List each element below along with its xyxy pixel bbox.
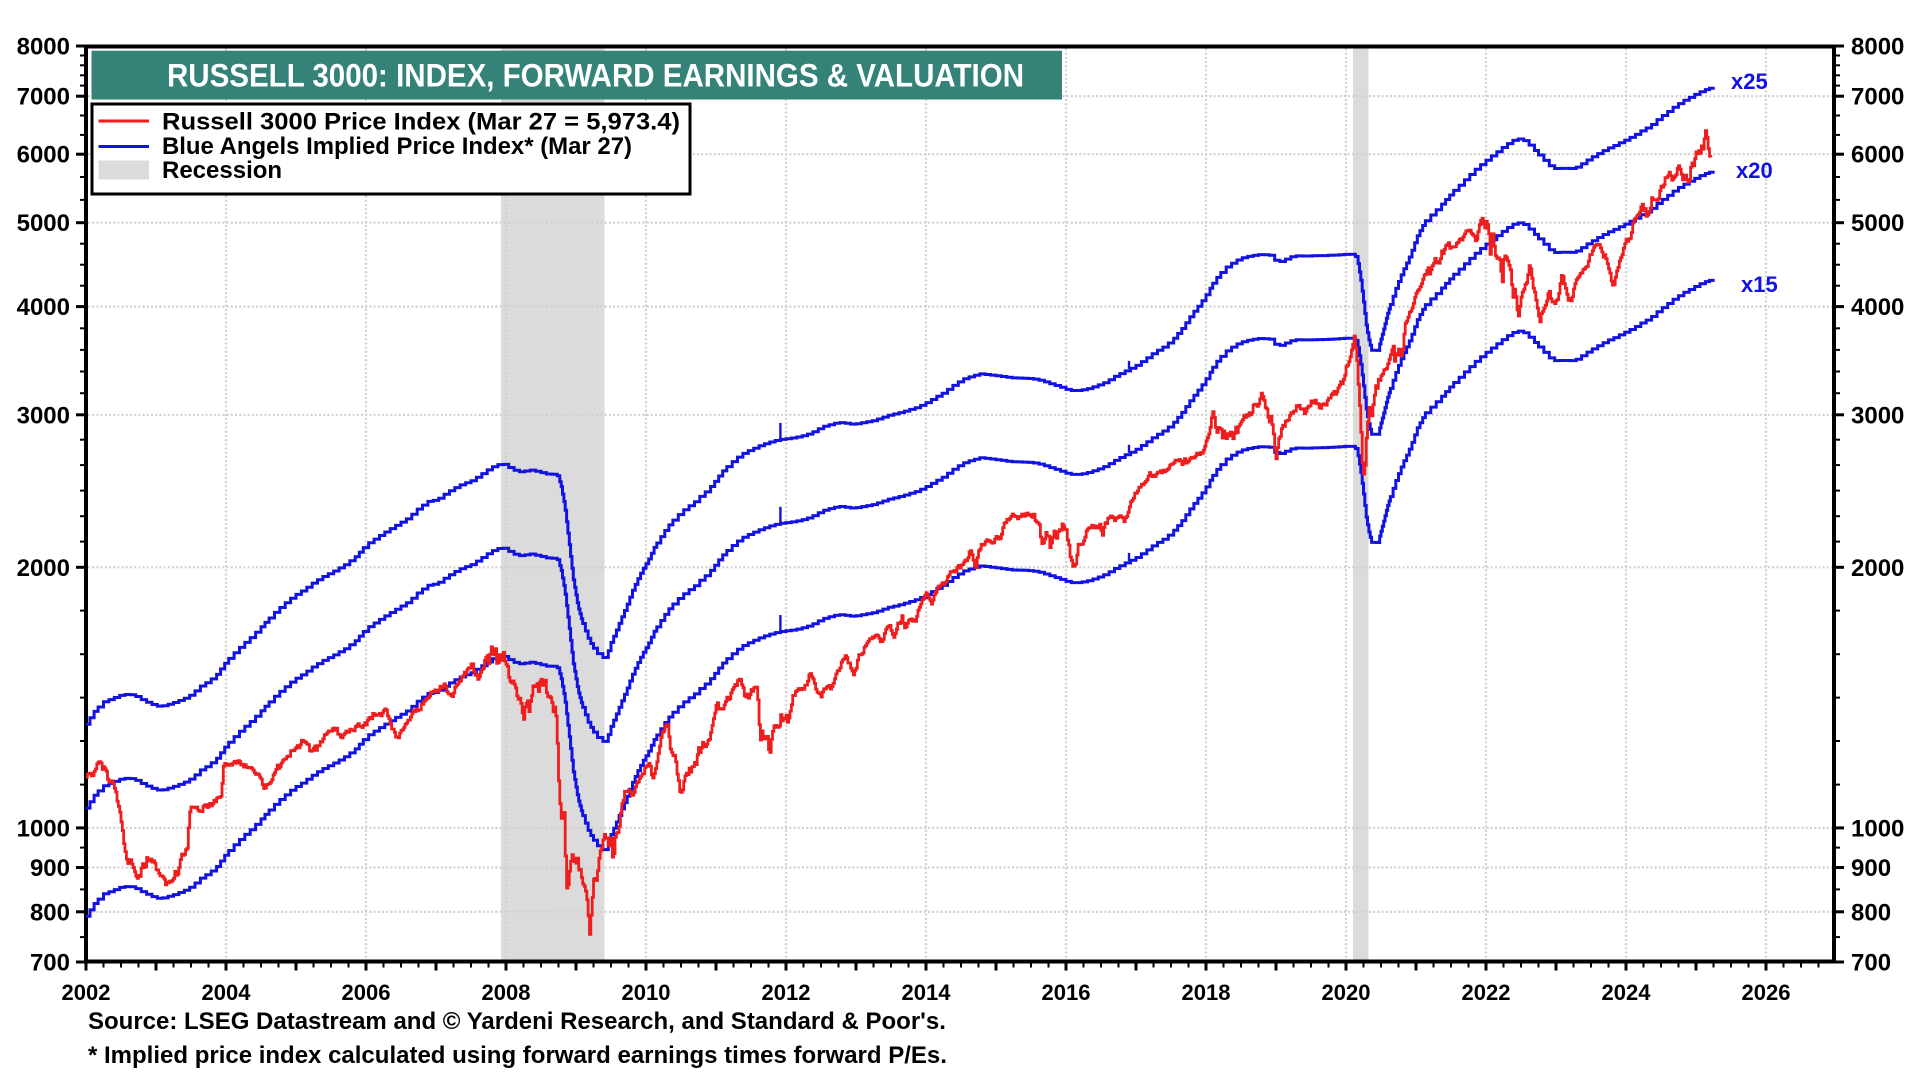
svg-text:2010: 2010 <box>622 980 671 1005</box>
svg-text:3000: 3000 <box>17 402 70 429</box>
svg-text:8000: 8000 <box>17 34 70 61</box>
svg-text:RUSSELL 3000: INDEX, FORWARD E: RUSSELL 3000: INDEX, FORWARD EARNINGS & … <box>167 58 1024 94</box>
svg-text:2022: 2022 <box>1462 980 1511 1005</box>
svg-text:7000: 7000 <box>17 84 70 111</box>
svg-text:1000: 1000 <box>17 815 70 842</box>
svg-text:2012: 2012 <box>762 980 811 1005</box>
svg-text:1000: 1000 <box>1851 815 1904 842</box>
svg-text:Recession: Recession <box>162 157 282 184</box>
svg-text:2024: 2024 <box>1602 980 1652 1005</box>
svg-text:8000: 8000 <box>1851 34 1904 61</box>
svg-text:x15: x15 <box>1741 272 1778 297</box>
svg-text:2004: 2004 <box>202 980 252 1005</box>
svg-text:3000: 3000 <box>1851 402 1904 429</box>
svg-text:x25: x25 <box>1731 69 1768 94</box>
svg-text:2026: 2026 <box>1742 980 1791 1005</box>
svg-text:800: 800 <box>30 899 70 926</box>
svg-text:2006: 2006 <box>342 980 391 1005</box>
svg-text:700: 700 <box>1851 950 1891 977</box>
svg-text:900: 900 <box>30 855 70 882</box>
svg-text:4000: 4000 <box>1851 294 1904 321</box>
svg-text:800: 800 <box>1851 899 1891 926</box>
svg-text:2000: 2000 <box>1851 555 1904 582</box>
svg-text:6000: 6000 <box>17 142 70 169</box>
svg-text:7000: 7000 <box>1851 84 1904 111</box>
svg-text:2002: 2002 <box>62 980 111 1005</box>
svg-text:2020: 2020 <box>1322 980 1371 1005</box>
svg-text:Russell 3000 Price Index (Mar: Russell 3000 Price Index (Mar 27 = 5,973… <box>162 108 680 135</box>
svg-text:Source: LSEG Datastream and ©: Source: LSEG Datastream and © Yardeni Re… <box>88 1008 946 1035</box>
svg-text:5000: 5000 <box>1851 210 1904 237</box>
svg-text:2016: 2016 <box>1042 980 1091 1005</box>
svg-text:2000: 2000 <box>17 555 70 582</box>
svg-text:2008: 2008 <box>482 980 531 1005</box>
svg-text:900: 900 <box>1851 855 1891 882</box>
svg-text:700: 700 <box>30 950 70 977</box>
svg-text:2014: 2014 <box>902 980 952 1005</box>
svg-text:5000: 5000 <box>17 210 70 237</box>
svg-text:2018: 2018 <box>1182 980 1231 1005</box>
svg-text:6000: 6000 <box>1851 142 1904 169</box>
svg-text:x20: x20 <box>1736 158 1773 183</box>
svg-text:Blue Angels Implied Price Inde: Blue Angels Implied Price Index* (Mar 27… <box>162 133 632 160</box>
svg-text:4000: 4000 <box>17 294 70 321</box>
svg-text:* Implied price index calculat: * Implied price index calculated using f… <box>88 1042 947 1069</box>
